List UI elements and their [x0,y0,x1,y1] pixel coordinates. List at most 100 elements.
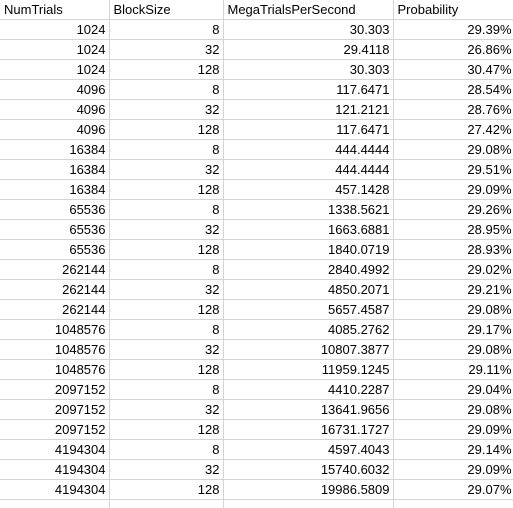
cell-probability[interactable]: 29.51% [393,159,513,180]
cell-megatrialspersecond[interactable]: 444.4444 [223,139,394,160]
cell-probability[interactable]: 29.26% [393,199,513,220]
cell-numtrials[interactable]: 1024 [0,39,110,60]
cell-probability[interactable]: 29.17% [393,319,513,340]
cell-megatrialspersecond[interactable]: 117.6471 [223,79,394,100]
cell-megatrialspersecond[interactable]: 5657.4587 [223,299,394,320]
cell-numtrials[interactable]: 2097152 [0,419,110,440]
cell-megatrialspersecond[interactable]: 16731.1727 [223,419,394,440]
cell-blocksize[interactable]: 8 [109,379,224,400]
cell-megatrialspersecond[interactable]: 117.6471 [223,119,394,140]
empty-cell[interactable] [393,499,513,508]
cell-numtrials[interactable]: 4096 [0,79,110,100]
cell-probability[interactable]: 29.14% [393,439,513,460]
cell-numtrials[interactable]: 4096 [0,99,110,120]
cell-probability[interactable]: 29.09% [393,179,513,200]
empty-cell[interactable] [223,499,394,508]
cell-megatrialspersecond[interactable]: 30.303 [223,59,394,80]
cell-blocksize[interactable]: 128 [109,119,224,140]
cell-probability[interactable]: 29.08% [393,299,513,320]
cell-blocksize[interactable]: 8 [109,139,224,160]
cell-numtrials[interactable]: 1048576 [0,339,110,360]
header-cell-numtrials[interactable]: NumTrials [0,0,110,20]
cell-probability[interactable]: 28.95% [393,219,513,240]
cell-megatrialspersecond[interactable]: 1840.0719 [223,239,394,260]
cell-blocksize[interactable]: 128 [109,479,224,500]
cell-numtrials[interactable]: 1048576 [0,319,110,340]
cell-megatrialspersecond[interactable]: 4850.2071 [223,279,394,300]
cell-numtrials[interactable]: 1024 [0,59,110,80]
cell-probability[interactable]: 29.08% [393,339,513,360]
cell-numtrials[interactable]: 262144 [0,259,110,280]
cell-blocksize[interactable]: 32 [109,399,224,420]
cell-probability[interactable]: 28.93% [393,239,513,260]
cell-probability[interactable]: 29.02% [393,259,513,280]
cell-megatrialspersecond[interactable]: 19986.5809 [223,479,394,500]
cell-numtrials[interactable]: 16384 [0,139,110,160]
cell-probability[interactable]: 27.42% [393,119,513,140]
cell-numtrials[interactable]: 1048576 [0,359,110,380]
cell-megatrialspersecond[interactable]: 121.2121 [223,99,394,120]
header-cell-blocksize[interactable]: BlockSize [109,0,224,20]
cell-megatrialspersecond[interactable]: 4085.2762 [223,319,394,340]
cell-megatrialspersecond[interactable]: 13641.9656 [223,399,394,420]
cell-megatrialspersecond[interactable]: 30.303 [223,19,394,40]
cell-numtrials[interactable]: 65536 [0,239,110,260]
cell-probability[interactable]: 29.04% [393,379,513,400]
cell-probability[interactable]: 29.09% [393,459,513,480]
cell-blocksize[interactable]: 8 [109,259,224,280]
cell-probability[interactable]: 28.76% [393,99,513,120]
cell-numtrials[interactable]: 4194304 [0,459,110,480]
cell-probability[interactable]: 26.86% [393,39,513,60]
header-cell-probability[interactable]: Probability [393,0,513,20]
cell-numtrials[interactable]: 16384 [0,159,110,180]
cell-probability[interactable]: 29.39% [393,19,513,40]
cell-blocksize[interactable]: 32 [109,219,224,240]
cell-numtrials[interactable]: 16384 [0,179,110,200]
cell-megatrialspersecond[interactable]: 444.4444 [223,159,394,180]
cell-blocksize[interactable]: 128 [109,239,224,260]
cell-blocksize[interactable]: 8 [109,319,224,340]
cell-megatrialspersecond[interactable]: 457.1428 [223,179,394,200]
cell-blocksize[interactable]: 128 [109,179,224,200]
cell-probability[interactable]: 29.08% [393,139,513,160]
cell-probability[interactable]: 29.11% [393,359,513,380]
header-cell-megatrialspersecond[interactable]: MegaTrialsPerSecond [223,0,394,20]
cell-megatrialspersecond[interactable]: 15740.6032 [223,459,394,480]
cell-blocksize[interactable]: 128 [109,299,224,320]
cell-blocksize[interactable]: 8 [109,439,224,460]
empty-cell[interactable] [109,499,224,508]
cell-blocksize[interactable]: 32 [109,339,224,360]
cell-numtrials[interactable]: 4194304 [0,439,110,460]
cell-numtrials[interactable]: 65536 [0,219,110,240]
cell-megatrialspersecond[interactable]: 2840.4992 [223,259,394,280]
cell-numtrials[interactable]: 4096 [0,119,110,140]
cell-megatrialspersecond[interactable]: 4410.2287 [223,379,394,400]
cell-numtrials[interactable]: 4194304 [0,479,110,500]
cell-numtrials[interactable]: 65536 [0,199,110,220]
cell-megatrialspersecond[interactable]: 4597.4043 [223,439,394,460]
cell-megatrialspersecond[interactable]: 29.4118 [223,39,394,60]
cell-numtrials[interactable]: 262144 [0,279,110,300]
cell-blocksize[interactable]: 128 [109,59,224,80]
cell-probability[interactable]: 29.07% [393,479,513,500]
cell-blocksize[interactable]: 32 [109,459,224,480]
cell-megatrialspersecond[interactable]: 10807.3877 [223,339,394,360]
cell-numtrials[interactable]: 2097152 [0,399,110,420]
empty-cell[interactable] [0,499,110,508]
cell-numtrials[interactable]: 2097152 [0,379,110,400]
cell-megatrialspersecond[interactable]: 11959.1245 [223,359,394,380]
cell-probability[interactable]: 30.47% [393,59,513,80]
cell-blocksize[interactable]: 32 [109,159,224,180]
cell-probability[interactable]: 29.21% [393,279,513,300]
cell-blocksize[interactable]: 8 [109,199,224,220]
cell-blocksize[interactable]: 128 [109,419,224,440]
cell-megatrialspersecond[interactable]: 1663.6881 [223,219,394,240]
cell-numtrials[interactable]: 262144 [0,299,110,320]
cell-blocksize[interactable]: 32 [109,39,224,60]
cell-megatrialspersecond[interactable]: 1338.5621 [223,199,394,220]
cell-numtrials[interactable]: 1024 [0,19,110,40]
cell-probability[interactable]: 29.08% [393,399,513,420]
cell-blocksize[interactable]: 8 [109,19,224,40]
cell-blocksize[interactable]: 128 [109,359,224,380]
cell-blocksize[interactable]: 8 [109,79,224,100]
